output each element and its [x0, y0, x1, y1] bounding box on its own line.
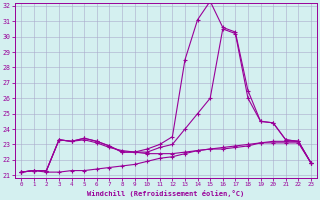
X-axis label: Windchill (Refroidissement éolien,°C): Windchill (Refroidissement éolien,°C) [87, 190, 245, 197]
